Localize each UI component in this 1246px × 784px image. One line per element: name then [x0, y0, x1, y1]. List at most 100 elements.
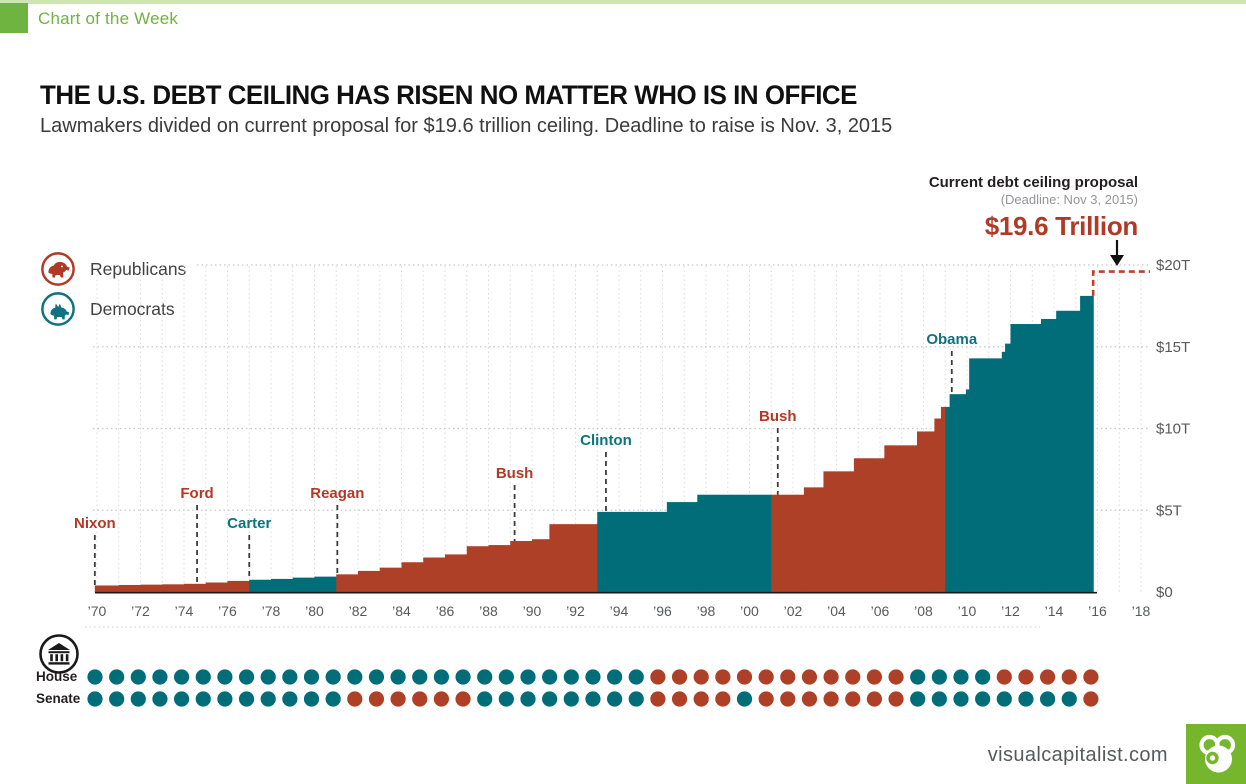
- debt-ceiling-bar: [336, 574, 359, 592]
- debt-ceiling-bar: [934, 418, 942, 592]
- senate-control-dot: [412, 691, 428, 707]
- house-control-dot: [542, 669, 558, 685]
- senate-control-dot: [1040, 691, 1056, 707]
- debt-ceiling-bar: [140, 584, 163, 592]
- debt-ceiling-bar: [510, 540, 533, 592]
- x-axis-tick-label: ’76: [218, 603, 237, 619]
- debt-ceiling-bar: [94, 585, 120, 592]
- house-control-dot: [975, 669, 991, 685]
- debt-ceiling-bar: [940, 406, 946, 592]
- debt-ceiling-bar: [771, 494, 805, 592]
- house-control-dot: [238, 669, 255, 685]
- senate-control-dot: [368, 691, 385, 707]
- y-axis-tick-label: $15T: [1156, 339, 1190, 356]
- house-control-dot: [303, 669, 320, 685]
- house-control-dot: [736, 669, 753, 685]
- senate-control-dot: [910, 691, 926, 707]
- senate-control-dot: [433, 691, 449, 707]
- debt-ceiling-bar: [358, 570, 381, 592]
- senate-control-dot: [109, 691, 125, 707]
- debt-ceiling-bar: [118, 584, 142, 592]
- debt-ceiling-bar: [666, 502, 698, 592]
- house-control-dot: [520, 669, 536, 685]
- debt-ceiling-bar: [969, 358, 1003, 592]
- chart-of-the-week-tag: Chart of the Week: [38, 9, 179, 28]
- senate-control-dot: [585, 691, 601, 707]
- president-label: Bush: [496, 465, 534, 482]
- debt-ceiling-bar: [1005, 343, 1012, 592]
- house-control-dot: [1061, 669, 1077, 685]
- header-green-square: [0, 3, 28, 33]
- president-label: Reagan: [310, 485, 364, 502]
- senate-control-dot: [931, 691, 947, 707]
- senate-control-dot: [975, 691, 991, 707]
- debt-ceiling-bar: [949, 394, 967, 592]
- house-control-dot: [325, 669, 341, 685]
- senate-row-label: Senate: [36, 691, 81, 706]
- debt-ceiling-bar: [803, 487, 825, 592]
- senate-control-dot: [1083, 691, 1099, 707]
- senate-control-dot: [607, 691, 623, 707]
- house-control-dot: [866, 669, 883, 685]
- x-axis-tick-label: ’92: [566, 603, 585, 619]
- footer-site-link[interactable]: visualcapitalist.com: [987, 744, 1168, 766]
- house-control-dot: [823, 669, 839, 685]
- debt-ceiling-bar: [423, 557, 446, 592]
- house-control-dot: [347, 669, 363, 685]
- capitol-icon: [39, 634, 79, 674]
- senate-control-dot: [715, 691, 731, 707]
- y-axis-tick-label: $10T: [1156, 421, 1190, 438]
- x-axis-tick-label: ’98: [697, 603, 716, 619]
- proposal-arrow-head: [1110, 255, 1124, 266]
- house-control-dot: [845, 669, 861, 685]
- senate-control-dot: [1061, 691, 1077, 707]
- debt-ceiling-bar: [445, 554, 468, 592]
- house-control-dot: [931, 669, 947, 685]
- president-label: Bush: [759, 408, 797, 425]
- x-axis-tick-label: ’18: [1132, 603, 1151, 619]
- house-control-dot: [910, 669, 926, 685]
- party-legend: Republicans Democrats: [40, 250, 186, 330]
- senate-control-dot: [563, 691, 579, 707]
- house-control-dot: [174, 669, 190, 685]
- senate-control-dot: [390, 691, 406, 707]
- debt-ceiling-bar: [401, 562, 424, 592]
- senate-control-dot: [520, 691, 536, 707]
- house-row-label: House: [36, 669, 78, 684]
- senate-control-dot: [671, 691, 688, 707]
- house-control-dot: [477, 669, 493, 685]
- senate-control-dot: [195, 691, 211, 707]
- x-axis-tick-label: ’14: [1045, 603, 1064, 619]
- senate-control-dot: [888, 691, 904, 707]
- president-label: Nixon: [74, 515, 116, 532]
- house-control-dot: [368, 669, 385, 685]
- senate-control-dot: [217, 691, 233, 707]
- legend-item-republicans: Republicans: [40, 250, 186, 288]
- debt-ceiling-bar: [205, 582, 229, 592]
- senate-control-dot: [693, 691, 709, 707]
- debt-ceiling-bar: [945, 406, 951, 592]
- x-axis-tick-label: ’82: [349, 603, 368, 619]
- senate-control-dot: [455, 691, 471, 707]
- house-control-dot: [758, 669, 774, 685]
- debt-ceiling-bar: [162, 584, 185, 592]
- x-axis-tick-label: ’80: [305, 603, 324, 619]
- x-axis-tick-label: ’04: [827, 603, 846, 619]
- y-axis-tick-label: $0: [1156, 584, 1173, 601]
- x-axis-tick-label: ’88: [479, 603, 498, 619]
- senate-control-dot: [152, 691, 168, 707]
- x-axis-tick-label: ’78: [262, 603, 281, 619]
- x-axis-tick-label: ’10: [958, 603, 977, 619]
- proposal-dash-line: [1091, 270, 1150, 296]
- senate-control-dot: [823, 691, 839, 707]
- senate-control-dot: [347, 691, 363, 707]
- house-control-dot: [282, 669, 298, 685]
- debt-ceiling-bar: [916, 431, 935, 592]
- senate-control-dot: [238, 691, 255, 707]
- house-control-dot: [1083, 669, 1099, 685]
- y-axis-tick-label: $20T: [1156, 257, 1190, 274]
- house-control-dot: [650, 669, 666, 685]
- x-axis-tick-label: ’94: [610, 603, 629, 619]
- president-label: Obama: [926, 331, 978, 348]
